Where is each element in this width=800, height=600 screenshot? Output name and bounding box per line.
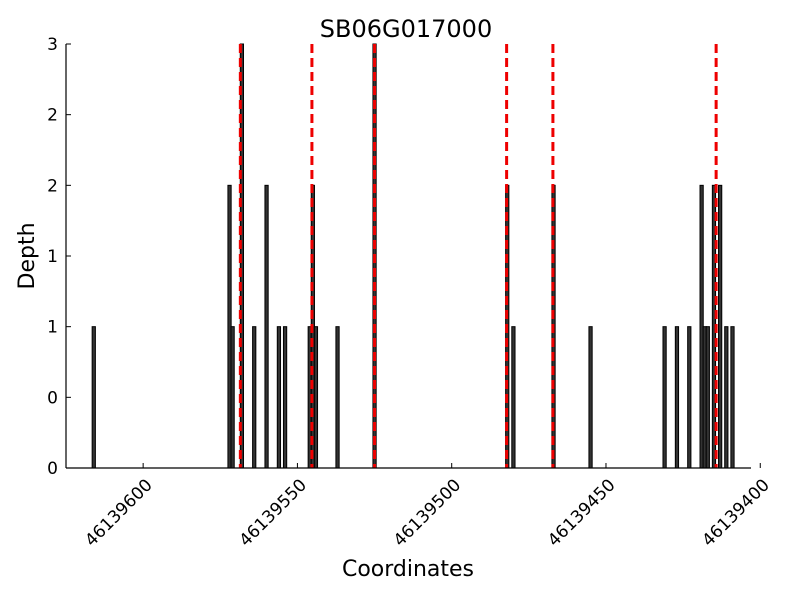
depth-bar-17 [662, 326, 667, 469]
depth-bar-18 [674, 326, 680, 469]
x-tick-label-3: 46139450 [544, 475, 619, 550]
depth-bar-22 [705, 326, 710, 469]
x-tick-label-2: 46139500 [390, 475, 465, 550]
depth-bar-16 [588, 326, 593, 469]
plot-area [91, 43, 735, 469]
y-tick-label-4: 2 [47, 176, 58, 196]
depth-bar-25 [724, 326, 729, 469]
depth-bar-19 [687, 326, 692, 469]
x-axis-label: Coordinates [342, 557, 474, 582]
depth-bar-4 [252, 326, 257, 469]
x-tick-label-1: 46139550 [236, 475, 311, 550]
chart-title: SB06G017000 [320, 15, 492, 43]
depth-bar-6 [276, 326, 282, 469]
y-tick-label-3: 1 [47, 247, 58, 267]
axis-ticks: 0 0 1 1 2 2 3 46139600 46139550 46139500 46139450 4… [47, 35, 774, 551]
depth-bar-14 [511, 326, 516, 469]
x-tick-label-0: 46139600 [81, 475, 156, 550]
depth-bar-10 [313, 326, 319, 469]
depth-bar-5 [264, 184, 269, 469]
y-axis-label: Depth [15, 222, 40, 289]
y-tick-label-5: 2 [47, 106, 58, 126]
y-tick-label-2: 1 [47, 318, 58, 338]
x-tick-label-4: 46139400 [698, 475, 773, 550]
depth-bar-7 [282, 326, 288, 469]
depth-bar-2 [230, 326, 235, 469]
y-tick-label-1: 0 [47, 388, 58, 408]
depth-bar-0 [91, 326, 96, 469]
depth-bar-11 [335, 326, 340, 469]
depth-bar-26 [730, 326, 735, 469]
depth-bar-24 [718, 184, 723, 469]
y-tick-label-0: 0 [47, 459, 58, 479]
y-tick-label-6: 3 [47, 35, 58, 55]
